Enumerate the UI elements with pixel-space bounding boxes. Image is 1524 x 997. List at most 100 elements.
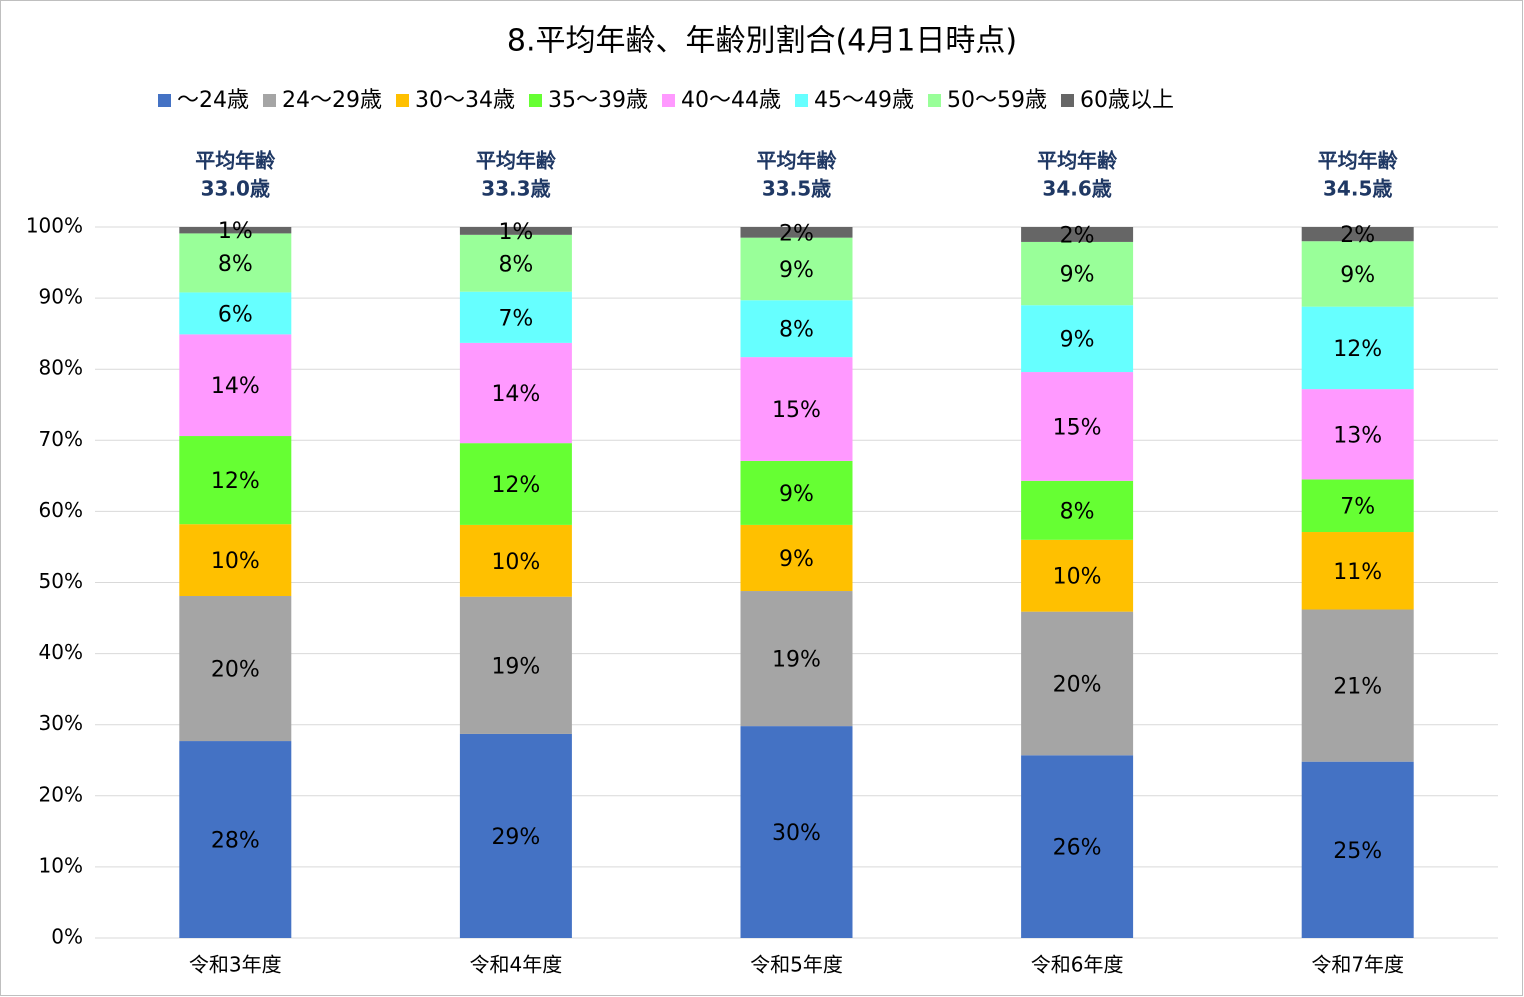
annotation: 平均年齢 [195,149,276,173]
data-label: 21% [1333,675,1382,700]
data-label: 9% [1340,263,1375,288]
data-label: 9% [779,547,814,572]
legend-swatch [1061,94,1074,107]
bar-segment [179,233,292,293]
annotation: 33.0歳 [201,177,270,201]
data-label: 26% [1053,836,1102,861]
bar-segment [459,524,572,597]
data-label: 7% [1340,495,1375,520]
data-label: 1% [498,220,533,245]
annotation: 33.5歳 [762,177,831,201]
annotation: 平均年齢 [757,149,838,173]
legend-label: 30～34歳 [415,88,515,113]
bar-segment [1021,372,1134,481]
data-label: 1% [218,219,253,244]
bar-segment [179,436,292,525]
data-label: 7% [498,306,533,331]
y-tick-label: 10% [39,853,83,877]
bar-segment [1301,532,1414,610]
bar-segment [1021,227,1134,242]
bar-segment [1301,227,1414,242]
data-label: 28% [211,829,260,854]
data-label: 14% [211,374,260,399]
data-label: 9% [779,258,814,283]
annotation: 平均年齢 [1318,149,1399,173]
bar-segment [1301,306,1414,390]
data-label: 20% [1053,672,1102,697]
bar-segment [179,292,292,335]
bar-segment [1021,539,1134,612]
bar-segment [740,357,853,461]
y-tick-label: 70% [39,427,83,451]
data-label: 11% [1333,560,1382,585]
data-label: 6% [218,302,253,327]
legend-swatch [263,94,276,107]
data-label: 8% [498,252,533,277]
bar-segment [1301,761,1414,938]
data-label: 14% [491,382,540,407]
legend-label: 45～49歳 [814,88,914,113]
legend-swatch [662,94,675,107]
data-label: 13% [1333,423,1382,448]
data-label: 15% [772,398,821,423]
annotation: 34.5歳 [1323,177,1392,201]
y-tick-label: 100% [26,214,83,238]
legend-swatch [529,94,542,107]
bar-segment [459,342,572,444]
data-label: 19% [772,648,821,673]
legend-label: 60歳以上 [1080,88,1174,113]
bar-segment [740,300,853,358]
chart-title: 8.平均年齢、年齢別割合(4月1日時点) [507,24,1017,59]
bar-segment [179,334,292,437]
data-label: 15% [1053,415,1102,440]
bar-segment [459,291,572,343]
data-label: 8% [218,252,253,277]
data-label: 9% [1060,263,1095,288]
annotation: 平均年齢 [476,149,557,173]
annotation: 平均年齢 [1037,149,1118,173]
y-tick-label: 40% [39,640,83,664]
data-label: 30% [772,821,821,846]
annotation: 33.3歳 [481,177,550,201]
bar-segment [179,227,292,234]
legend-swatch [795,94,808,107]
bar-segment [459,234,572,292]
bar-segment [459,443,572,525]
bar-segment [1021,305,1134,373]
data-label: 8% [779,318,814,343]
legend-swatch [396,94,409,107]
y-tick-label: 60% [39,498,83,522]
bar-segment [1301,479,1414,533]
legend-label: ～24歳 [177,88,249,113]
data-label: 2% [779,221,814,246]
legend-label: 35～39歳 [548,88,648,113]
y-tick-label: 80% [39,356,83,380]
y-tick-label: 0% [51,925,83,949]
bar-segment [179,596,292,742]
data-label: 12% [491,473,540,498]
data-label: 9% [779,482,814,507]
data-label: 10% [1053,565,1102,590]
data-label: 10% [211,549,260,574]
data-label: 12% [211,469,260,494]
bar-segment [459,596,572,734]
data-label: 25% [1333,839,1382,864]
legend-label: 24～29歳 [282,88,382,113]
data-label: 29% [491,825,540,850]
bar-segment [1021,755,1134,938]
bar-segment [740,237,853,301]
data-label: 8% [1060,499,1095,524]
bar-segment [1021,241,1134,306]
bar-segment [740,726,853,938]
bar-segment [459,227,572,235]
x-tick-label: 令和3年度 [189,953,282,977]
bar-segment [179,741,292,938]
legend-label: 40～44歳 [681,88,781,113]
y-tick-label: 20% [39,782,83,806]
bar-segment [459,733,572,938]
data-label: 10% [491,550,540,575]
bar-segment [1301,609,1414,762]
bar-segment [740,227,853,238]
x-tick-label: 令和7年度 [1311,953,1404,977]
